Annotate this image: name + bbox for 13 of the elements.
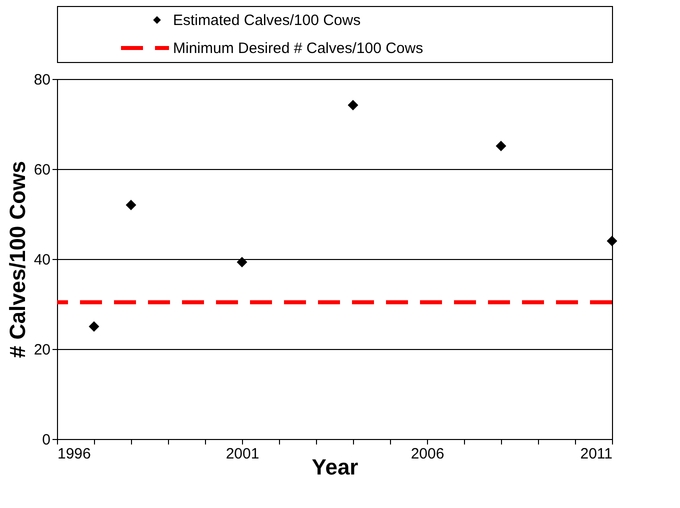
x-tick-label: 2011 xyxy=(580,446,612,462)
y-tick-label: 40 xyxy=(34,252,50,268)
legend-label: Estimated Calves/100 Cows xyxy=(173,12,361,29)
x-axis-title: Year xyxy=(312,454,359,480)
x-tick-label: 2001 xyxy=(226,446,260,462)
y-tick-label: 0 xyxy=(42,432,50,448)
y-tick-label: 60 xyxy=(34,162,50,178)
x-tick-label: 1996 xyxy=(58,446,91,462)
legend-label: Minimum Desired # Calves/100 Cows xyxy=(173,40,424,57)
y-tick-label: 20 xyxy=(34,342,50,358)
y-axis-title: # Calves/100 Cows xyxy=(4,161,30,358)
y-tick-label: 80 xyxy=(34,72,50,88)
x-tick-label: 2006 xyxy=(410,446,444,462)
